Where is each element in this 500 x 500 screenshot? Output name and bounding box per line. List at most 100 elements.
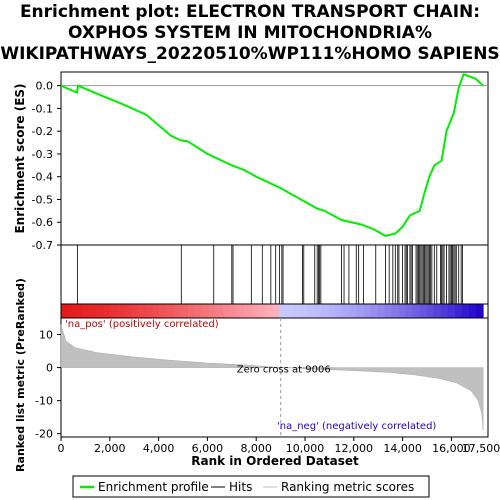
rank-frame: [60, 317, 489, 438]
rank-xtick-label-end: 17,500: [462, 442, 500, 455]
heatbar-segment: [82, 304, 90, 318]
rank-xtick-label: 8,000: [240, 442, 272, 455]
heatbar-segment: [124, 304, 132, 318]
heatbar-segment: [250, 304, 259, 318]
rank-ytick-label: 10: [39, 329, 53, 342]
heatbar-segment: [229, 304, 238, 318]
heatbar-segment: [384, 304, 393, 318]
rank-xtick-label: 14,000: [383, 442, 422, 455]
heatbar-segment: [75, 304, 83, 318]
chart-title: Enrichment plot: ELECTRON TRANSPORT CHAI…: [0, 2, 499, 64]
legend-entry-2: Hits: [229, 480, 252, 494]
heatbar-segment: [131, 304, 139, 318]
legend-entry-1: Enrichment profile: [98, 480, 209, 494]
rank-ylabel: Ranked list metric (PreRanked): [14, 278, 27, 472]
heatbar-segment: [243, 304, 252, 318]
heatbar-segment: [300, 304, 308, 318]
heatbar-segment: [405, 304, 414, 318]
heatbar-segment: [257, 304, 266, 318]
heatbar-segment: [208, 304, 217, 318]
heatbar-segment: [61, 304, 69, 318]
heatbar-segment: [194, 304, 203, 318]
heatbar-segment: [89, 304, 97, 318]
heatbar-segment: [96, 304, 104, 318]
heatbar-segment: [180, 304, 189, 318]
rank-xtick-label: 10,000: [286, 442, 325, 455]
es-ylabel: Enrichment score (ES): [13, 83, 27, 233]
heatbar-segment: [166, 304, 175, 318]
heatbar-segment: [335, 304, 343, 318]
es-ytick-label: -0.6: [32, 216, 53, 229]
es-ytick-label: -0.7: [32, 239, 53, 252]
heatbar-segment: [440, 304, 449, 318]
rank-xtick-label: 6,000: [192, 442, 224, 455]
ranking-heatbar: [60, 303, 489, 319]
heatbar-segment: [145, 304, 153, 318]
heatbar-segment: [187, 304, 196, 318]
heatbar-segment: [265, 304, 273, 318]
heatbar-segment: [454, 304, 463, 318]
heatbar-segment: [370, 304, 379, 318]
rank-xtick-label: 2,000: [94, 442, 126, 455]
heatbar-segment: [173, 304, 182, 318]
heatbar-segment: [412, 304, 421, 318]
es-ytick-label: 0.0: [36, 80, 54, 93]
heatbar-segment: [314, 304, 322, 318]
heatbar-segment: [201, 304, 210, 318]
heatbar-segment: [293, 304, 301, 318]
heatbar-segment: [433, 304, 442, 318]
heatbar-segment: [342, 304, 350, 318]
legend-entry-3: Ranking metric scores: [281, 480, 414, 494]
heatbar-segment: [110, 304, 118, 318]
pos-label: 'na_pos' (positively correlated): [65, 319, 219, 330]
rank-xlabel: Rank in Ordered Dataset: [191, 454, 359, 468]
heatbar-segment: [272, 304, 280, 318]
heatbar-segment: [68, 304, 76, 318]
heatbar-segment: [222, 304, 231, 318]
es-ytick-label: -0.1: [32, 102, 53, 115]
heatbar-segment: [328, 304, 336, 318]
heatbar-segment: [356, 304, 365, 318]
heatbar-segment: [398, 304, 407, 318]
heatbar-segment: [377, 304, 386, 318]
heatbar-segment: [476, 304, 484, 318]
heatbar-segment: [363, 304, 372, 318]
heatbar-segment: [152, 304, 160, 318]
es-frame: [60, 71, 489, 246]
neg-label: 'na_neg' (negatively correlated): [277, 421, 436, 432]
metric-area: [60, 324, 484, 431]
legend: Enrichment profile Hits Ranking metric sco…: [72, 475, 430, 498]
heatbar-segment: [391, 304, 400, 318]
title-line-2: OXPHOS SYSTEM IN MITOCHONDRIA%: [68, 23, 432, 43]
es-ytick-label: -0.5: [32, 193, 53, 206]
legend-frame: [72, 475, 430, 498]
heatbar-segment: [349, 304, 357, 318]
es-ytick-label: -0.4: [32, 171, 53, 184]
rank-xtick-label: 0: [58, 442, 65, 455]
heatbar-segment: [419, 304, 428, 318]
heatbar-segment: [462, 304, 470, 318]
rank-ytick-label: 0: [46, 362, 53, 375]
heatbar-segment: [286, 304, 294, 318]
heatbar-segment: [117, 304, 125, 318]
heatbar-segment: [159, 304, 168, 318]
hits-frame: [60, 244, 489, 305]
rank-ytick-label: -10: [35, 395, 53, 408]
zero-cross-label: Zero cross at 9006: [237, 365, 331, 376]
heatbar-segment: [236, 304, 245, 318]
es-ytick-label: -0.3: [32, 148, 53, 161]
heatbar-segment: [103, 304, 111, 318]
heatbar-segment: [215, 304, 224, 318]
heatbar-segment: [307, 304, 315, 318]
rank-ytick-label: -20: [35, 428, 53, 441]
rank-metric-panel: Zero cross at 9006 'na_pos' (positively c…: [14, 278, 500, 472]
title-line-1: Enrichment plot: ELECTRON TRANSPORT CHAI…: [20, 2, 480, 22]
hits-panel: [60, 244, 489, 305]
heatbar-segment: [447, 304, 456, 318]
title-line-3: WIKIPATHWAYS_20220510%WP111%HOMO SAPIENS: [0, 44, 499, 64]
heatbar-segment: [138, 304, 146, 318]
heatbar-segment: [321, 304, 329, 318]
es-curve: [60, 73, 484, 237]
heatbar-segment: [469, 304, 477, 318]
